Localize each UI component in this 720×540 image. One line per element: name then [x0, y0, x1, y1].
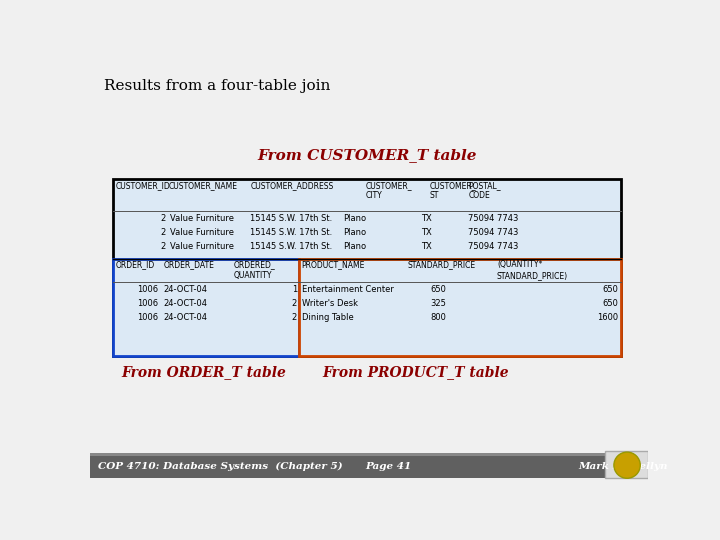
Text: CUSTOMER_ID: CUSTOMER_ID [116, 181, 171, 190]
Text: Plano: Plano [343, 214, 366, 223]
Text: Value Furniture: Value Furniture [170, 242, 234, 251]
Text: CUSTOMER_
CITY: CUSTOMER_ CITY [365, 181, 412, 200]
Text: Plano: Plano [343, 228, 366, 237]
Bar [113, 259, 300, 356]
Text: 2: 2 [292, 299, 297, 308]
Text: 650: 650 [603, 285, 618, 294]
Text: TX: TX [421, 214, 432, 223]
Text: 1006: 1006 [137, 299, 158, 308]
Text: 75094 7743: 75094 7743 [468, 242, 518, 251]
Bar [90, 456, 606, 477]
Text: 24-OCT-04: 24-OCT-04 [163, 313, 207, 322]
Text: Writer's Desk: Writer's Desk [302, 299, 358, 308]
Text: 75094 7743: 75094 7743 [468, 214, 518, 223]
Text: (QUANTITY*
STANDARD_PRICE): (QUANTITY* STANDARD_PRICE) [497, 260, 568, 280]
Text: CUSTOMER_
ST: CUSTOMER_ ST [429, 181, 476, 200]
Text: TX: TX [421, 242, 432, 251]
Text: 650: 650 [431, 285, 446, 294]
Text: Page 41: Page 41 [365, 462, 412, 471]
Text: 24-OCT-04: 24-OCT-04 [163, 299, 207, 308]
Text: 1600: 1600 [598, 313, 618, 322]
Text: 15145 S.W. 17th St.: 15145 S.W. 17th St. [251, 228, 333, 237]
Text: 2: 2 [292, 313, 297, 322]
Text: ORDERED_
QUANTITY: ORDERED_ QUANTITY [233, 260, 275, 280]
Text: Dining Table: Dining Table [302, 313, 354, 322]
Text: 1006: 1006 [137, 313, 158, 322]
Text: Results from a four-table join: Results from a four-table join [104, 79, 330, 93]
Text: Value Furniture: Value Furniture [170, 228, 234, 237]
Bar [606, 451, 648, 477]
Text: 24-OCT-04: 24-OCT-04 [163, 285, 207, 294]
Text: Value Furniture: Value Furniture [170, 214, 234, 223]
Text: Plano: Plano [343, 242, 366, 251]
Text: STANDARD_PRICE: STANDARD_PRICE [408, 260, 476, 269]
Text: From PRODUCT_T table: From PRODUCT_T table [323, 365, 509, 379]
Text: 2: 2 [160, 228, 165, 237]
Bar [300, 259, 621, 356]
Text: 650: 650 [603, 299, 618, 308]
Text: 1: 1 [292, 285, 297, 294]
Text: CUSTOMER_NAME: CUSTOMER_NAME [169, 181, 238, 190]
Text: 2: 2 [160, 214, 165, 223]
Text: PRODUCT_NAME: PRODUCT_NAME [302, 260, 365, 269]
Text: From ORDER_T table: From ORDER_T table [121, 365, 286, 379]
Text: COP 4710: Database Systems  (Chapter 5): COP 4710: Database Systems (Chapter 5) [98, 462, 343, 471]
Text: CUSTOMER_ADDRESS: CUSTOMER_ADDRESS [251, 181, 333, 190]
Text: 75094 7743: 75094 7743 [468, 228, 518, 237]
Text: ORDER_DATE: ORDER_DATE [163, 260, 215, 269]
Text: 2: 2 [160, 242, 165, 251]
Text: TX: TX [421, 228, 432, 237]
Text: Mark Llewellyn: Mark Llewellyn [578, 462, 667, 471]
Bar [90, 453, 648, 456]
Bar [113, 179, 621, 356]
Text: ORDER_ID: ORDER_ID [116, 260, 155, 269]
Text: 1006: 1006 [137, 285, 158, 294]
Text: 325: 325 [431, 299, 446, 308]
Text: 15145 S.W. 17th St.: 15145 S.W. 17th St. [251, 214, 333, 223]
Circle shape [614, 452, 640, 478]
Text: POSTAL_
CODE: POSTAL_ CODE [468, 181, 501, 200]
Text: 800: 800 [431, 313, 446, 322]
Text: From CUSTOMER_T table: From CUSTOMER_T table [257, 148, 477, 162]
Text: 15145 S.W. 17th St.: 15145 S.W. 17th St. [251, 242, 333, 251]
Text: Entertainment Center: Entertainment Center [302, 285, 393, 294]
